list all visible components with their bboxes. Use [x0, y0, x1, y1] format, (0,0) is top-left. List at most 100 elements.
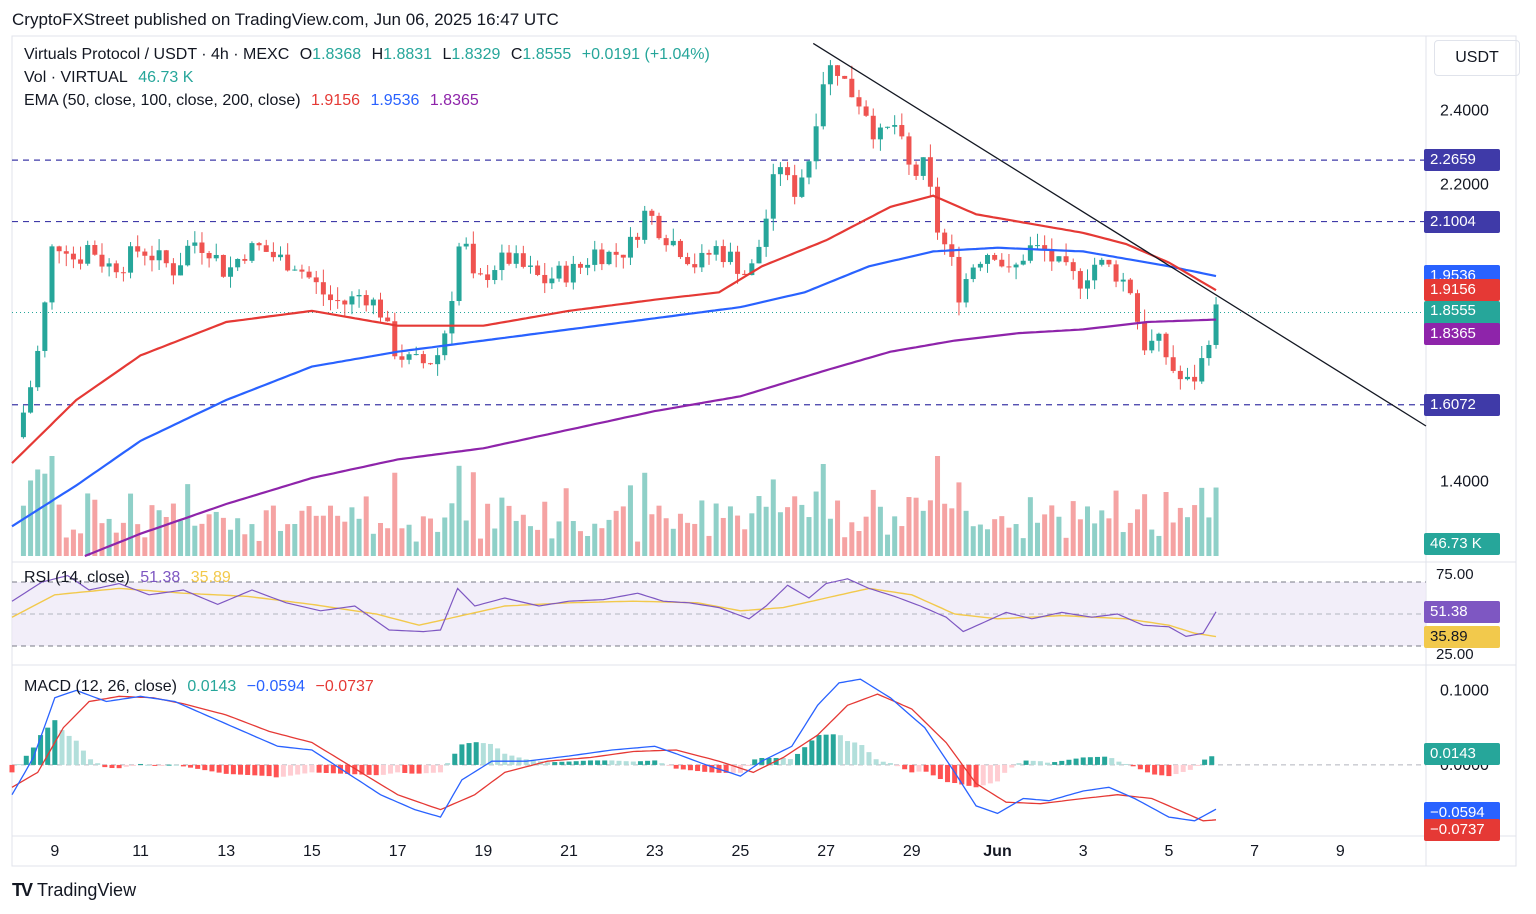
candle-body: [1013, 264, 1019, 268]
candle-body: [463, 243, 469, 247]
candle-body: [113, 263, 119, 273]
volume-bar: [535, 529, 541, 556]
volume-bar: [742, 529, 748, 556]
volume-bar: [463, 520, 469, 556]
macd-histogram-bar: [259, 764, 265, 776]
price-scale-badge: 0.0143: [1424, 743, 1500, 766]
macd-histogram-bar: [1087, 757, 1093, 765]
macd-tick-label: 0.1000: [1440, 682, 1489, 699]
volume-bar: [1199, 487, 1205, 556]
volume-bar: [263, 510, 269, 556]
price-scale-badge-value: −0.0594: [1430, 804, 1485, 822]
time-tick-label: 17: [389, 843, 407, 860]
macd-histogram-bar: [102, 764, 108, 768]
candle-body: [756, 246, 762, 264]
volume-bar: [606, 519, 612, 556]
volume-bar: [670, 528, 676, 556]
macd-histogram-bar: [1159, 764, 1165, 776]
candle-body: [385, 317, 391, 322]
macd-histogram-bar: [416, 764, 422, 774]
candle-body: [320, 282, 326, 295]
price-scale-badge: 2.2659: [1424, 149, 1500, 172]
price-scale-badge-value: 1.6072: [1430, 395, 1476, 413]
macd-histogram-bar: [409, 764, 415, 774]
candle-body: [820, 84, 826, 127]
volume-bar: [1063, 537, 1069, 556]
macd-histogram-bar: [752, 759, 758, 765]
macd-histogram-bar: [245, 764, 251, 775]
candle-body: [513, 253, 519, 264]
macd-histogram-bar: [666, 764, 672, 766]
volume-bar: [1006, 527, 1012, 556]
volume-bar: [313, 515, 319, 556]
candle-body: [1149, 340, 1155, 351]
volume-bar: [1099, 510, 1105, 556]
macd-histogram-bar: [595, 760, 601, 765]
currency-selector[interactable]: USDT: [1434, 40, 1520, 76]
volume-bar: [349, 507, 355, 556]
candle-body: [942, 232, 948, 245]
candle-body: [220, 254, 226, 277]
macd-histogram-bar: [395, 764, 401, 773]
candle-body: [592, 249, 598, 265]
candle-body: [1070, 262, 1076, 272]
macd-histogram-bar: [173, 764, 179, 766]
time-tick-label: Jun: [983, 843, 1011, 860]
time-tick-label: 3: [1079, 843, 1088, 860]
price-change: +0.0191 (+1.04%): [581, 46, 710, 63]
macd-histogram-bar: [916, 764, 922, 772]
candle-body: [70, 253, 76, 260]
candle-body: [28, 387, 34, 413]
volume-bar: [620, 506, 626, 556]
volume-bar: [549, 538, 555, 556]
volume-bar: [613, 510, 619, 556]
candle-body: [1042, 245, 1048, 250]
candle-body: [63, 251, 69, 254]
macd-histogram-bar: [887, 763, 893, 765]
macd-line: [11, 678, 1217, 822]
candle-body: [399, 356, 405, 360]
candle-body: [377, 299, 383, 318]
candle-body: [727, 251, 733, 263]
macd-histogram-bar: [559, 761, 565, 765]
volume-bar: [927, 500, 933, 556]
volume-bar: [520, 514, 526, 556]
volume-bar: [763, 506, 769, 556]
macd-histogram-bar: [345, 764, 351, 774]
tradingview-logo[interactable]: TV TradingView: [12, 880, 136, 901]
candle-body: [1156, 333, 1162, 341]
volume-bar: [285, 524, 291, 556]
volume-bar: [963, 510, 969, 556]
volume-bar: [156, 510, 162, 556]
macd-histogram-bar: [795, 753, 801, 765]
volume-bar: [913, 497, 919, 556]
candle-body: [1056, 256, 1062, 262]
rsi-label: RSI (14, close): [24, 569, 130, 586]
volume-bar: [320, 515, 326, 556]
macd-histogram-bar: [159, 764, 165, 766]
macd-histogram-bar: [987, 764, 993, 784]
volume-bar: [1092, 523, 1098, 556]
macd-histogram-bar: [880, 761, 886, 765]
macd-histogram-bar: [995, 764, 1001, 782]
volume-bar: [677, 513, 683, 556]
price-scale-badge-value: 46.73 K: [1430, 535, 1482, 552]
candle-body: [92, 245, 98, 255]
candle-body: [49, 246, 55, 303]
volume-bar: [413, 541, 419, 556]
macd-histogram-bar: [845, 741, 851, 765]
volume-bar: [556, 521, 562, 556]
candle-body: [1199, 358, 1205, 382]
candle-body: [185, 245, 191, 266]
macd-histogram-bar: [1144, 764, 1150, 773]
macd-histogram-bar: [38, 735, 44, 765]
rsi-ma-line: [11, 587, 1217, 638]
candle-body: [720, 246, 726, 263]
candle-body: [627, 236, 633, 258]
macd-histogram-bar: [1152, 764, 1158, 775]
macd-histogram-bar: [923, 764, 929, 772]
volume-bar: [806, 517, 812, 556]
candle-body: [485, 274, 491, 281]
candle-body: [656, 215, 662, 239]
candle-body: [292, 269, 298, 271]
